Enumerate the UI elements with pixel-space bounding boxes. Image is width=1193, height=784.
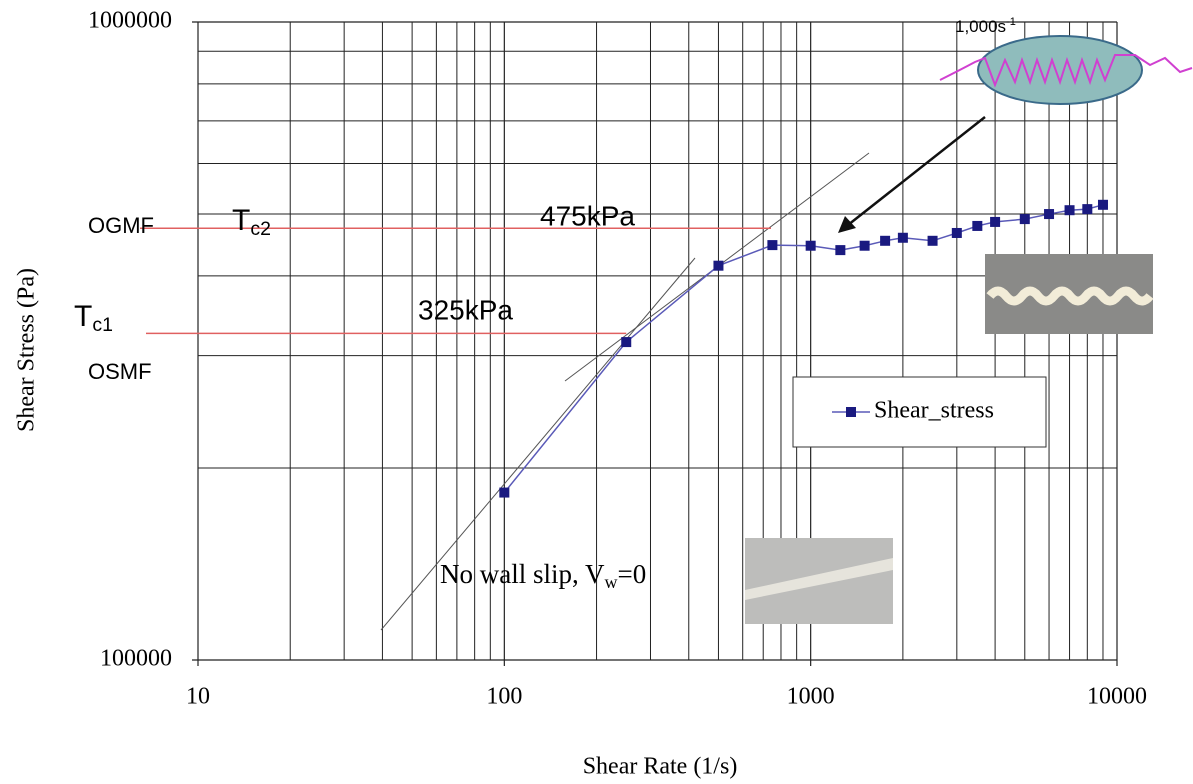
data-point — [499, 487, 510, 498]
data-point — [1064, 205, 1075, 216]
annotation-sub: c1 — [92, 314, 113, 336]
y-tick-label: 100000 — [100, 646, 172, 672]
data-point — [951, 227, 962, 238]
data-point — [859, 240, 870, 251]
data-point — [621, 337, 632, 348]
data-point — [835, 245, 846, 256]
photo-spiral — [986, 286, 1154, 306]
inset-waveform — [939, 54, 1193, 88]
x-tick-label: 10 — [186, 684, 210, 710]
data-point — [990, 216, 1001, 227]
annotation-tail: =0 — [618, 559, 647, 589]
data-point — [713, 260, 724, 271]
annotation: 1,000s-1 — [955, 16, 1016, 37]
annotation-sup: -1 — [1006, 16, 1016, 28]
reference-label: 325kPa — [418, 294, 513, 325]
x-tick-label: 100 — [486, 684, 522, 710]
annotation-main: 1,000s — [955, 17, 1006, 36]
annotation-sub: w — [605, 572, 618, 592]
annotation: Tc1 — [74, 300, 113, 336]
data-point — [1044, 209, 1055, 220]
x-tick-label: 10000 — [1087, 684, 1147, 710]
arrow-head — [838, 216, 856, 233]
legend-label: Shear_stress — [874, 398, 994, 424]
photo-strand — [745, 558, 893, 600]
series-line — [503, 204, 1104, 494]
data-point — [1019, 214, 1030, 225]
annotation-main: No wall slip, V — [440, 559, 605, 589]
annotation-main: T — [74, 300, 92, 333]
data-point — [897, 232, 908, 243]
legend: Shear_stress — [832, 398, 994, 424]
inset-ellipse — [977, 35, 1143, 105]
y-axis-label: Shear Stress (Pa) — [14, 268, 40, 432]
data-point — [1097, 199, 1108, 210]
x-tick-label: 1000 — [787, 684, 835, 710]
legend-marker — [846, 407, 856, 417]
data-point — [805, 240, 816, 251]
annotation: OGMF — [88, 213, 154, 238]
plot — [499, 199, 1108, 498]
annotation: OSMF — [88, 359, 152, 384]
grid — [192, 21, 1118, 666]
data-point — [1082, 204, 1093, 215]
tangent-line — [380, 257, 696, 631]
data-point — [927, 235, 938, 246]
data-point — [767, 240, 778, 251]
annotation: No wall slip, Vw=0 — [440, 559, 646, 592]
data-point — [880, 235, 891, 246]
y-tick-label: 1000000 — [88, 8, 172, 34]
arrow — [847, 116, 986, 226]
annotation: Tc2 — [232, 204, 271, 240]
annotation-sub: c2 — [250, 218, 271, 240]
annotation-main: T — [232, 204, 250, 237]
reference-label: 475kPa — [540, 200, 635, 231]
data-point — [972, 220, 983, 231]
x-axis-label: Shear Rate (1/s) — [583, 754, 738, 780]
